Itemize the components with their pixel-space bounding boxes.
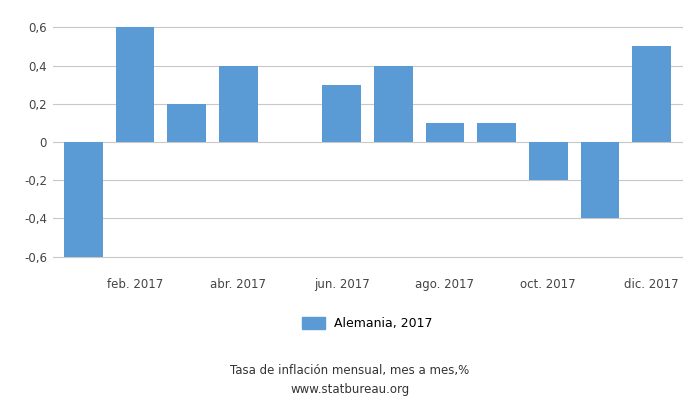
Bar xyxy=(632,46,671,142)
Bar xyxy=(116,27,155,142)
Bar xyxy=(477,123,516,142)
Bar xyxy=(580,142,620,218)
Bar xyxy=(64,142,103,257)
Bar xyxy=(426,123,464,142)
Bar xyxy=(219,66,258,142)
Bar xyxy=(374,66,413,142)
Legend: Alemania, 2017: Alemania, 2017 xyxy=(302,317,433,330)
Text: www.statbureau.org: www.statbureau.org xyxy=(290,383,410,396)
Bar xyxy=(529,142,568,180)
Bar xyxy=(322,85,361,142)
Text: Tasa de inflación mensual, mes a mes,%: Tasa de inflación mensual, mes a mes,% xyxy=(230,364,470,377)
Bar xyxy=(167,104,206,142)
